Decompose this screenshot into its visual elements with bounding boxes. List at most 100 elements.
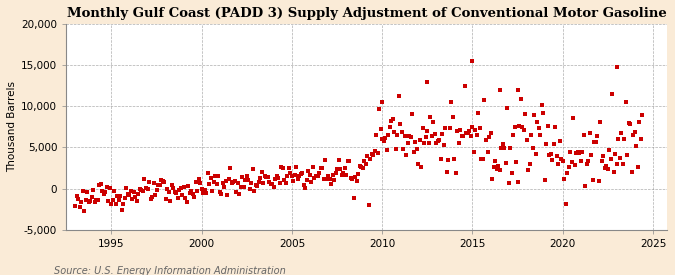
Point bbox=[78, 189, 88, 193]
Point bbox=[243, 178, 254, 182]
Point bbox=[495, 146, 506, 150]
Point bbox=[111, 202, 122, 206]
Point bbox=[369, 149, 380, 154]
Point bbox=[515, 97, 526, 101]
Point bbox=[282, 174, 293, 178]
Point bbox=[230, 178, 240, 183]
Point bbox=[323, 174, 333, 179]
Point bbox=[601, 164, 612, 168]
Point bbox=[133, 192, 144, 197]
Point bbox=[308, 165, 319, 169]
Point bbox=[631, 144, 642, 148]
Point bbox=[277, 166, 288, 170]
Point bbox=[493, 164, 504, 168]
Point bbox=[455, 128, 466, 132]
Point bbox=[250, 183, 261, 188]
Point bbox=[632, 165, 643, 170]
Point bbox=[570, 163, 580, 167]
Point bbox=[357, 166, 368, 170]
Point bbox=[232, 181, 243, 185]
Point bbox=[458, 133, 469, 138]
Point bbox=[554, 139, 565, 144]
Point bbox=[464, 128, 475, 133]
Point bbox=[296, 172, 306, 176]
Point bbox=[550, 125, 561, 130]
Point bbox=[597, 159, 608, 163]
Point bbox=[225, 166, 236, 170]
Point bbox=[344, 159, 354, 163]
Point bbox=[74, 205, 85, 210]
Point bbox=[124, 193, 135, 197]
Point bbox=[566, 160, 577, 164]
Point bbox=[303, 169, 314, 173]
Point bbox=[423, 141, 434, 145]
Point bbox=[253, 180, 264, 184]
Point bbox=[138, 189, 148, 193]
Point bbox=[628, 133, 639, 137]
Point bbox=[618, 162, 628, 166]
Point bbox=[95, 182, 106, 186]
Point bbox=[139, 177, 150, 181]
Point bbox=[531, 152, 541, 157]
Point bbox=[502, 106, 512, 111]
Point bbox=[494, 87, 505, 92]
Point bbox=[279, 178, 290, 182]
Point bbox=[327, 173, 338, 178]
Point bbox=[529, 113, 539, 118]
Point bbox=[450, 171, 461, 176]
Point bbox=[183, 184, 194, 188]
Point bbox=[226, 180, 237, 185]
Point bbox=[500, 161, 511, 165]
Point bbox=[215, 190, 225, 195]
Point bbox=[608, 170, 619, 175]
Point bbox=[481, 138, 491, 142]
Point bbox=[317, 166, 327, 170]
Point bbox=[109, 189, 119, 193]
Point bbox=[360, 161, 371, 166]
Point bbox=[428, 120, 439, 125]
Point bbox=[565, 149, 576, 154]
Point bbox=[425, 115, 436, 120]
Point bbox=[612, 65, 622, 69]
Point bbox=[136, 188, 147, 192]
Point bbox=[585, 131, 595, 136]
Point bbox=[213, 174, 223, 178]
Point bbox=[173, 188, 184, 192]
Point bbox=[478, 157, 489, 161]
Point bbox=[392, 133, 403, 138]
Point bbox=[177, 193, 188, 197]
Point bbox=[620, 100, 631, 104]
Point bbox=[599, 166, 610, 170]
Point bbox=[473, 111, 484, 116]
Point bbox=[448, 115, 458, 119]
Point bbox=[512, 180, 523, 184]
Point bbox=[505, 145, 516, 150]
Point bbox=[421, 134, 431, 139]
Point bbox=[273, 176, 284, 180]
Point bbox=[157, 179, 168, 183]
Point bbox=[285, 171, 296, 175]
Point bbox=[613, 137, 624, 141]
Point bbox=[106, 202, 117, 206]
Point bbox=[508, 133, 518, 137]
Point bbox=[132, 199, 142, 204]
Point bbox=[166, 183, 177, 187]
Point bbox=[637, 113, 648, 117]
Point bbox=[624, 121, 634, 125]
Point bbox=[373, 150, 383, 155]
Point bbox=[115, 194, 126, 198]
Point bbox=[374, 107, 385, 111]
Point bbox=[516, 125, 527, 129]
Point bbox=[538, 111, 549, 115]
Point bbox=[171, 191, 182, 195]
Point bbox=[238, 185, 249, 190]
Point bbox=[380, 135, 391, 140]
Y-axis label: Thousand Barrels: Thousand Barrels bbox=[7, 81, 17, 172]
Point bbox=[411, 147, 422, 152]
Point bbox=[127, 196, 138, 201]
Point bbox=[330, 170, 341, 175]
Point bbox=[462, 131, 473, 135]
Point bbox=[189, 195, 200, 199]
Point bbox=[610, 152, 621, 156]
Point bbox=[97, 189, 108, 193]
